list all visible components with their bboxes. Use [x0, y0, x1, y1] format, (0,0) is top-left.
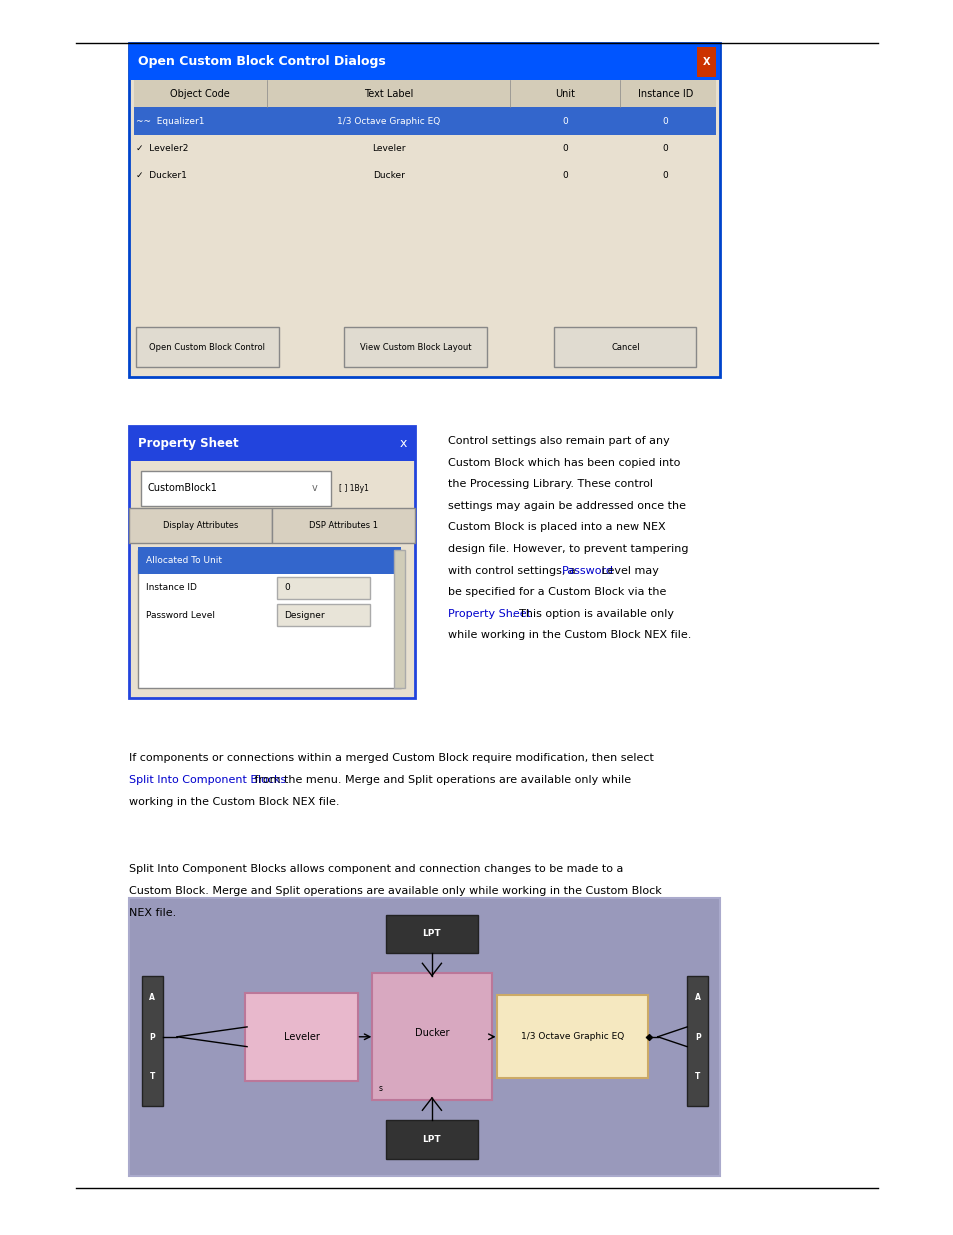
Text: Instance ID: Instance ID — [637, 89, 693, 99]
Text: Control settings also remain part of any: Control settings also remain part of any — [448, 436, 669, 446]
Bar — [276, 577, 370, 599]
Text: A: A — [150, 993, 155, 1003]
FancyBboxPatch shape — [245, 993, 358, 1081]
Text: CustomBlock1: CustomBlock1 — [148, 483, 217, 494]
Text: 0: 0 — [661, 170, 668, 180]
Text: 0: 0 — [661, 116, 668, 126]
Text: be specified for a Custom Block via the: be specified for a Custom Block via the — [448, 588, 666, 598]
Bar — [686, 976, 707, 1107]
FancyBboxPatch shape — [496, 995, 648, 1078]
Text: Property Sheet: Property Sheet — [138, 437, 238, 450]
Text: Password Level: Password Level — [146, 610, 214, 620]
FancyBboxPatch shape — [129, 508, 272, 543]
Text: DSP Attributes 1: DSP Attributes 1 — [309, 521, 377, 530]
Bar — [133, 80, 715, 107]
Text: Leveler: Leveler — [284, 1031, 319, 1042]
Text: 1/3 Octave Graphic EQ: 1/3 Octave Graphic EQ — [520, 1032, 623, 1041]
Bar — [697, 47, 716, 77]
Bar — [133, 107, 715, 135]
Bar — [129, 426, 415, 461]
Text: P: P — [150, 1032, 155, 1041]
Text: Designer: Designer — [284, 610, 325, 620]
Text: T: T — [150, 1072, 154, 1081]
Text: [ ] 1By1: [ ] 1By1 — [338, 484, 368, 493]
Text: ~~  Equalizer1: ~~ Equalizer1 — [136, 116, 205, 126]
Bar — [129, 898, 720, 1176]
Text: X: X — [702, 57, 710, 67]
Text: View Custom Block Layout: View Custom Block Layout — [359, 342, 471, 352]
Text: 0: 0 — [561, 143, 568, 153]
Text: with control settings, a: with control settings, a — [448, 566, 579, 576]
Text: while working in the Custom Block NEX file.: while working in the Custom Block NEX fi… — [448, 630, 691, 641]
Text: Text Label: Text Label — [364, 89, 413, 99]
Text: Custom Block is placed into a new NEX: Custom Block is placed into a new NEX — [448, 522, 665, 532]
Bar — [138, 547, 400, 574]
Bar — [129, 43, 720, 377]
Text: NEX file.: NEX file. — [129, 908, 176, 918]
Text: Split Into Component Blocks: Split Into Component Blocks — [129, 776, 286, 785]
Text: 0: 0 — [561, 116, 568, 126]
Text: Leveler: Leveler — [372, 143, 405, 153]
Bar — [276, 604, 370, 626]
Text: the Processing Library. These control: the Processing Library. These control — [448, 479, 653, 489]
Bar — [129, 426, 415, 698]
Text: T: T — [694, 1072, 700, 1081]
Text: Object Code: Object Code — [171, 89, 230, 99]
Text: Custom Block which has been copied into: Custom Block which has been copied into — [448, 457, 680, 468]
Text: 1/3 Octave Graphic EQ: 1/3 Octave Graphic EQ — [336, 116, 440, 126]
Bar — [142, 976, 163, 1107]
Text: Allocated To Unit: Allocated To Unit — [146, 556, 222, 566]
Text: s: s — [378, 1084, 382, 1093]
Bar — [394, 550, 405, 688]
Text: 0: 0 — [661, 143, 668, 153]
Text: If components or connections within a merged Custom Block require modification, : If components or connections within a me… — [129, 753, 653, 763]
Text: Open Custom Block Control: Open Custom Block Control — [150, 342, 265, 352]
Bar — [386, 1120, 477, 1158]
Text: 0: 0 — [561, 170, 568, 180]
Text: Display Attributes: Display Attributes — [162, 521, 238, 530]
FancyBboxPatch shape — [372, 973, 491, 1100]
Text: Instance ID: Instance ID — [146, 583, 196, 593]
Text: . This option is available only: . This option is available only — [511, 609, 673, 619]
Text: ✓  Ducker1: ✓ Ducker1 — [136, 170, 187, 180]
FancyBboxPatch shape — [136, 327, 278, 367]
Text: Split Into Component Blocks allows component and connection changes to be made t: Split Into Component Blocks allows compo… — [129, 864, 622, 874]
Text: Custom Block. Merge and Split operations are available only while working in the: Custom Block. Merge and Split operations… — [129, 887, 660, 897]
Text: Level may: Level may — [598, 566, 659, 576]
Text: P: P — [694, 1032, 700, 1041]
Bar — [129, 43, 720, 80]
Text: LPT: LPT — [422, 930, 441, 939]
Text: v: v — [312, 483, 317, 494]
Text: A: A — [694, 993, 700, 1003]
FancyBboxPatch shape — [141, 471, 331, 506]
FancyBboxPatch shape — [554, 327, 696, 367]
Text: Ducker: Ducker — [373, 170, 404, 180]
Text: Password: Password — [561, 566, 613, 576]
FancyBboxPatch shape — [272, 508, 415, 543]
Text: from the menu. Merge and Split operations are available only while: from the menu. Merge and Split operation… — [251, 776, 631, 785]
Text: LPT: LPT — [422, 1135, 441, 1144]
Bar — [386, 914, 477, 953]
Bar — [138, 550, 400, 688]
Text: Ducker: Ducker — [415, 1028, 449, 1039]
Text: Property Sheet: Property Sheet — [448, 609, 531, 619]
Text: Cancel: Cancel — [610, 342, 639, 352]
Text: Unit: Unit — [555, 89, 575, 99]
Text: 0: 0 — [284, 583, 290, 593]
Text: settings may again be addressed once the: settings may again be addressed once the — [448, 501, 685, 511]
Text: working in the Custom Block NEX file.: working in the Custom Block NEX file. — [129, 797, 339, 806]
Text: Open Custom Block Control Dialogs: Open Custom Block Control Dialogs — [138, 56, 386, 68]
FancyBboxPatch shape — [344, 327, 486, 367]
Text: ✓  Leveler2: ✓ Leveler2 — [136, 143, 189, 153]
Text: x: x — [399, 437, 407, 450]
Text: design file. However, to prevent tampering: design file. However, to prevent tamperi… — [448, 543, 688, 555]
